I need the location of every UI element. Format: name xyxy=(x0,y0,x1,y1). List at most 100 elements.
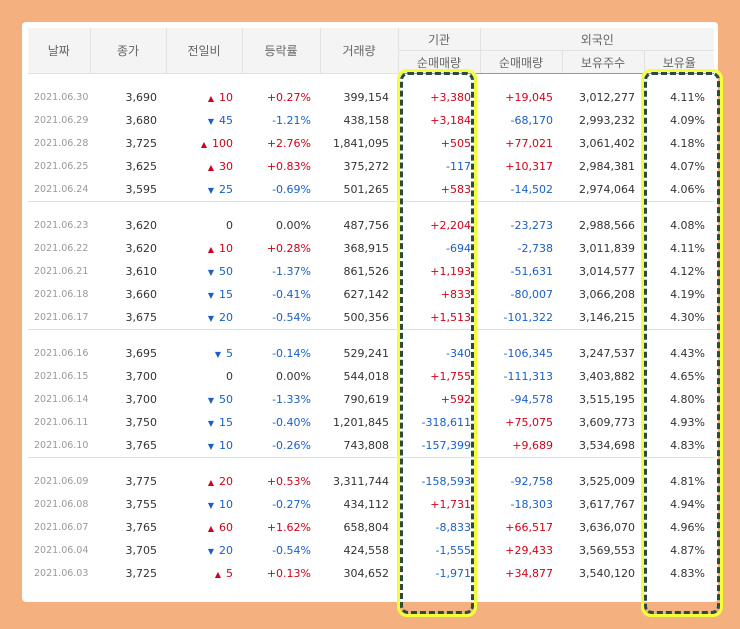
cell-foreign-net: +77,021 xyxy=(505,137,553,150)
change-value: 10 xyxy=(219,91,233,104)
triangle-down-icon: ▼ xyxy=(207,268,214,277)
cell-rate: +1.62% xyxy=(266,521,311,534)
cell-change: ▼ 50 xyxy=(166,260,242,283)
cell-rate: -0.40% xyxy=(272,416,311,429)
investor-trading-table: 날짜 종가 전일비 등락률 거래량 기관 외국인 순매매량 순매매량 보유주수 … xyxy=(28,28,714,585)
cell-institution-net: +505 xyxy=(440,137,471,150)
cell-foreign-net: +10,317 xyxy=(505,160,553,173)
table-row: 2021.06.28 3,725 ▲ 100 +2.76% 1,841,095 +505 +7… xyxy=(28,132,714,155)
cell-foreign-holdings: 3,609,773 xyxy=(579,416,635,429)
cell-foreign-net: -101,322 xyxy=(503,311,553,324)
header-foreign-group: 외국인 xyxy=(480,28,714,51)
cell-change: ▼ 10 xyxy=(166,434,242,458)
change-value: 20 xyxy=(219,311,233,324)
cell-foreign-ratio: 4.81% xyxy=(670,475,706,488)
cell-institution-net: +833 xyxy=(440,288,471,301)
cell-volume: 434,112 xyxy=(343,498,390,511)
change-value: 25 xyxy=(219,183,233,196)
table-row: 2021.06.04 3,705 ▼ 20 -0.54% 424,558 -1,555 +29… xyxy=(28,539,714,562)
cell-foreign-holdings: 3,066,208 xyxy=(579,288,635,301)
header-close: 종가 xyxy=(90,28,167,74)
cell-date: 2021.06.14 xyxy=(34,394,89,405)
change-value: 100 xyxy=(212,137,233,150)
change-value: 15 xyxy=(219,416,233,429)
cell-close: 3,750 xyxy=(125,416,158,429)
cell-volume: 529,241 xyxy=(343,347,390,360)
change-value: 45 xyxy=(219,114,233,127)
cell-foreign-ratio: 4.80% xyxy=(670,393,706,406)
cell-foreign-holdings: 3,540,120 xyxy=(579,567,635,580)
cell-foreign-holdings: 3,146,215 xyxy=(579,311,635,324)
cell-foreign-ratio: 4.65% xyxy=(670,370,706,383)
cell-foreign-net: -106,345 xyxy=(503,347,553,360)
cell-change: ▼ 15 xyxy=(166,411,242,434)
cell-institution-net: -318,611 xyxy=(421,416,471,429)
cell-foreign-holdings: 3,061,402 xyxy=(579,137,635,150)
cell-foreign-holdings: 3,515,195 xyxy=(579,393,635,406)
cell-date: 2021.06.16 xyxy=(34,348,89,359)
cell-rate: 0.00% xyxy=(276,370,311,383)
cell-volume: 544,018 xyxy=(343,370,390,383)
trading-table-panel: 날짜 종가 전일비 등락률 거래량 기관 외국인 순매매량 순매매량 보유주수 … xyxy=(28,28,714,600)
cell-foreign-holdings: 2,993,232 xyxy=(579,114,635,127)
cell-volume: 501,265 xyxy=(343,183,390,196)
table-row: 2021.06.07 3,765 ▲ 60 +1.62% 658,804 -8,833 +66… xyxy=(28,516,714,539)
cell-date: 2021.06.21 xyxy=(34,266,89,277)
cell-date: 2021.06.30 xyxy=(34,92,89,103)
cell-foreign-holdings: 3,569,553 xyxy=(579,544,635,557)
triangle-up-icon: ▲ xyxy=(200,140,207,149)
cell-foreign-net: -111,313 xyxy=(503,370,553,383)
cell-rate: +0.27% xyxy=(266,91,311,104)
cell-date: 2021.06.28 xyxy=(34,138,89,149)
cell-change: 0 xyxy=(166,214,242,237)
cell-close: 3,725 xyxy=(125,567,158,580)
change-value: 50 xyxy=(219,265,233,278)
cell-institution-net: -1,971 xyxy=(435,567,471,580)
change-value: 20 xyxy=(219,475,233,488)
cell-foreign-ratio: 4.94% xyxy=(670,498,706,511)
cell-close: 3,675 xyxy=(125,311,158,324)
cell-institution-net: +3,380 xyxy=(430,91,471,104)
cell-foreign-net: -51,631 xyxy=(510,265,553,278)
cell-foreign-holdings: 3,525,009 xyxy=(579,475,635,488)
table-row: 2021.06.14 3,700 ▼ 50 -1.33% 790,619 +592 -94,5… xyxy=(28,388,714,411)
cell-institution-net: +2,204 xyxy=(430,219,471,232)
triangle-down-icon: ▼ xyxy=(207,547,214,556)
cell-date: 2021.06.10 xyxy=(34,440,89,451)
change-value: 10 xyxy=(219,498,233,511)
cell-rate: +2.76% xyxy=(266,137,311,150)
cell-close: 3,690 xyxy=(125,91,158,104)
table-row: 2021.06.11 3,750 ▼ 15 -0.40% 1,201,845 -318,61… xyxy=(28,411,714,434)
header-date: 날짜 xyxy=(28,28,91,74)
cell-date: 2021.06.11 xyxy=(34,417,89,428)
cell-change: ▲ 60 xyxy=(166,516,242,539)
cell-close: 3,705 xyxy=(125,544,158,557)
change-value: 0 xyxy=(226,370,233,383)
change-value: 15 xyxy=(219,288,233,301)
cell-close: 3,765 xyxy=(125,439,158,452)
group-gap xyxy=(28,74,714,87)
cell-foreign-ratio: 4.09% xyxy=(670,114,706,127)
cell-foreign-net: +75,075 xyxy=(505,416,553,429)
cell-rate: +0.28% xyxy=(266,242,311,255)
cell-institution-net: -117 xyxy=(446,160,471,173)
triangle-up-icon: ▲ xyxy=(214,570,221,579)
cell-foreign-holdings: 3,617,767 xyxy=(579,498,635,511)
group-separator xyxy=(28,201,714,202)
cell-foreign-holdings: 3,636,070 xyxy=(579,521,635,534)
highlight-institution-column xyxy=(397,69,477,617)
table-row: 2021.06.10 3,765 ▼ 10 -0.26% 743,808 -157,399 +… xyxy=(28,434,714,458)
cell-foreign-ratio: 4.30% xyxy=(670,311,706,324)
cell-institution-net: +3,184 xyxy=(430,114,471,127)
change-value: 5 xyxy=(226,567,233,580)
cell-date: 2021.06.09 xyxy=(34,476,89,487)
cell-change: ▲ 10 xyxy=(166,86,242,109)
cell-foreign-net: +9,689 xyxy=(512,439,553,452)
change-value: 10 xyxy=(219,242,233,255)
cell-institution-net: -157,399 xyxy=(421,439,471,452)
cell-foreign-net: -68,170 xyxy=(510,114,553,127)
cell-volume: 3,311,744 xyxy=(333,475,389,488)
cell-foreign-holdings: 3,014,577 xyxy=(579,265,635,278)
cell-rate: -0.26% xyxy=(272,439,311,452)
cell-change: ▲ 30 xyxy=(166,155,242,178)
